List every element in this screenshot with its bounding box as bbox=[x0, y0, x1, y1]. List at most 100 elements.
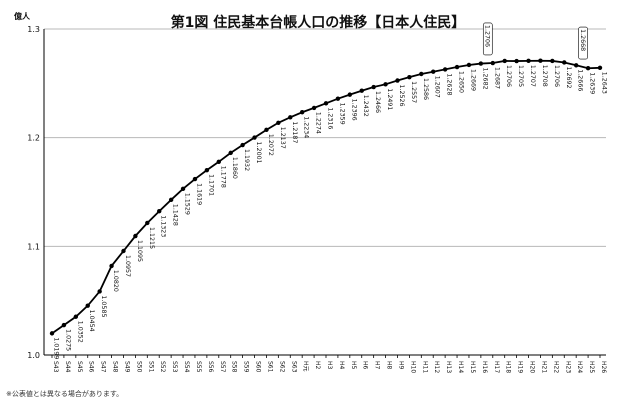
data-label: 1.2432 bbox=[362, 95, 369, 117]
data-point bbox=[61, 322, 67, 328]
data-point bbox=[478, 61, 484, 66]
data-point bbox=[335, 96, 341, 101]
y-tick-labels: 1.0 1.1 1.2 1.3 bbox=[27, 25, 40, 360]
data-label: 1.0352 bbox=[76, 321, 83, 343]
data-label: 1.2137 bbox=[279, 127, 286, 149]
data-label: 1.2466 bbox=[374, 91, 381, 113]
data-point bbox=[407, 74, 412, 80]
data-point bbox=[73, 314, 79, 319]
x-tick-label: H2 bbox=[314, 361, 321, 370]
x-tick-label: H25 bbox=[588, 361, 595, 373]
data-point bbox=[550, 58, 555, 64]
data-label: 1.2650 bbox=[458, 71, 465, 93]
data-label: 1.2001 bbox=[255, 142, 262, 164]
data-label: 1.2705 bbox=[517, 65, 524, 87]
data-point bbox=[204, 167, 210, 173]
data-point bbox=[502, 58, 507, 64]
x-tick-label: H10 bbox=[409, 361, 416, 373]
y-tick-label: 1.0 bbox=[27, 351, 40, 360]
data-point bbox=[192, 176, 198, 182]
x-tick-label: H5 bbox=[350, 361, 357, 370]
x-tick-label: H18 bbox=[505, 361, 512, 373]
data-labels: 1.0199 1.0275 1.0352 1.0454 1.0585 1.0820 1.09… bbox=[53, 65, 608, 360]
x-tick-label: S43 bbox=[52, 361, 59, 373]
data-point bbox=[49, 331, 55, 336]
data-label: 1.2669 bbox=[469, 69, 476, 91]
data-label: 1.0957 bbox=[124, 255, 131, 277]
x-tick-label: H15 bbox=[469, 361, 476, 373]
data-label: 1.2557 bbox=[410, 81, 417, 103]
data-label: 1.0820 bbox=[112, 270, 119, 292]
x-tick-label: H3 bbox=[326, 361, 333, 370]
annotation-label: 1.2706 bbox=[484, 25, 491, 47]
data-label: 1.2607 bbox=[434, 76, 441, 98]
x-tick-label: S56 bbox=[207, 361, 214, 373]
data-point bbox=[252, 135, 257, 140]
x-tick-label: S61 bbox=[266, 361, 273, 373]
x-tick-label: S55 bbox=[195, 361, 202, 373]
data-point bbox=[585, 66, 591, 71]
data-label: 1.2692 bbox=[565, 66, 572, 88]
data-point bbox=[466, 62, 472, 68]
x-tick-label: H21 bbox=[540, 361, 547, 373]
data-label: 1.2072 bbox=[267, 134, 274, 156]
x-tick-label: H24 bbox=[576, 361, 583, 373]
data-label: 1.1428 bbox=[172, 204, 179, 226]
data-point bbox=[597, 65, 603, 70]
data-point bbox=[383, 82, 388, 87]
data-point bbox=[288, 115, 293, 120]
x-tick-label: S57 bbox=[219, 361, 226, 373]
data-label: 1.2706 bbox=[553, 65, 560, 87]
x-tick-label: H19 bbox=[517, 361, 524, 373]
footnote: ※公表値とは異なる場合があります。 bbox=[6, 389, 123, 398]
data-point bbox=[323, 101, 329, 106]
data-label: 1.1932 bbox=[243, 149, 250, 171]
data-label: 1.0275 bbox=[64, 329, 71, 351]
data-point bbox=[180, 186, 186, 192]
data-point bbox=[240, 142, 245, 148]
x-tick-label: S45 bbox=[76, 361, 83, 373]
data-label: 1.2687 bbox=[493, 67, 500, 89]
data-label: 1.1701 bbox=[207, 174, 214, 196]
data-point bbox=[276, 120, 281, 125]
data-point bbox=[216, 159, 221, 164]
data-point bbox=[395, 78, 400, 83]
data-point bbox=[371, 84, 376, 90]
x-tick-label: S48 bbox=[112, 361, 119, 373]
x-tick-label: H17 bbox=[493, 361, 500, 373]
x-tick-label: H16 bbox=[481, 361, 488, 373]
data-label: 1.2526 bbox=[398, 85, 405, 107]
data-point bbox=[562, 60, 567, 65]
y-axis-unit-label: 億人 bbox=[14, 11, 31, 21]
data-label: 1.0199 bbox=[53, 337, 60, 359]
data-label: 1.1860 bbox=[231, 157, 238, 179]
data-label: 1.2586 bbox=[422, 78, 429, 100]
data-label: 1.1778 bbox=[219, 166, 226, 188]
x-tick-label: S49 bbox=[123, 361, 130, 373]
x-tick-label: S60 bbox=[255, 361, 262, 373]
x-tick-label: H8 bbox=[386, 361, 393, 370]
data-points bbox=[49, 58, 603, 336]
data-label: 1.0585 bbox=[100, 295, 107, 317]
axis-layer bbox=[43, 29, 606, 358]
data-label: 1.2707 bbox=[529, 65, 536, 87]
data-label: 1.2643 bbox=[601, 72, 608, 94]
data-label: 1.2234 bbox=[303, 116, 310, 138]
y-tick-label: 1.1 bbox=[27, 242, 40, 251]
data-label: 1.1215 bbox=[148, 227, 155, 249]
data-label: 1.2396 bbox=[350, 99, 357, 121]
data-label: 1.2316 bbox=[327, 107, 334, 129]
x-tick-label: S53 bbox=[171, 361, 178, 373]
data-point bbox=[538, 58, 543, 63]
data-label: 1.1323 bbox=[160, 215, 167, 237]
x-tick-label: H7 bbox=[374, 361, 381, 370]
x-tick-label: H6 bbox=[362, 361, 369, 370]
y-tick-label: 1.3 bbox=[27, 25, 40, 34]
data-point bbox=[419, 71, 424, 77]
y-tick-label: 1.2 bbox=[27, 134, 40, 143]
data-point bbox=[359, 88, 364, 93]
data-point bbox=[133, 233, 138, 239]
x-tick-label: H11 bbox=[421, 361, 428, 373]
annotation-label: 1.2668 bbox=[579, 29, 586, 51]
data-label: 1.2359 bbox=[338, 103, 345, 125]
